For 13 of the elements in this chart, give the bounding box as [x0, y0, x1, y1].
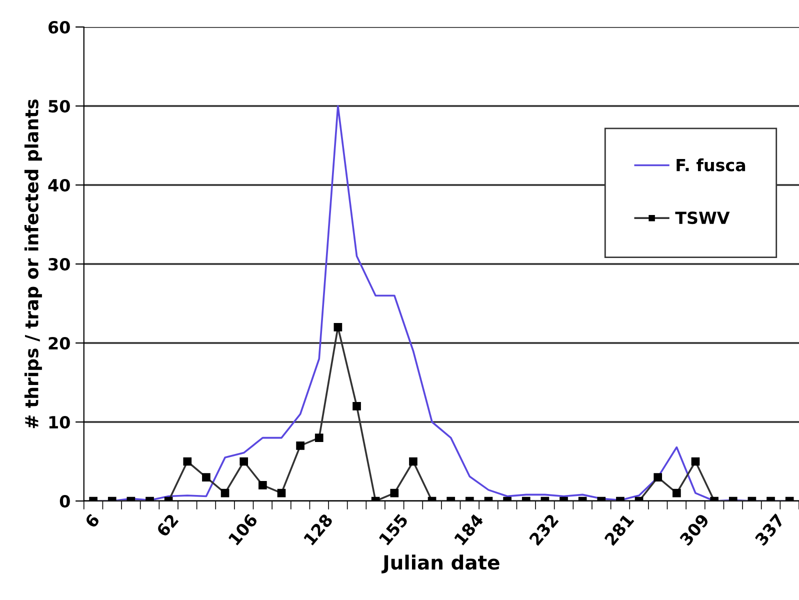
- y-tick-label: 30: [48, 258, 70, 271]
- y-tick-label: 10: [49, 416, 70, 429]
- y-tick-label: 0: [60, 494, 70, 508]
- legend-label: F. fusca: [676, 158, 746, 172]
- y-axis-title: # thrips / trap or infected plants: [24, 99, 42, 428]
- legend-label: TSWV: [675, 212, 730, 224]
- y-tick-label: 50: [48, 100, 70, 113]
- y-tick-label: 20: [48, 336, 70, 350]
- x-tick-label: 62: [156, 513, 179, 538]
- x-axis-title: Julian date: [382, 554, 500, 574]
- y-tick-label: 60: [48, 20, 70, 34]
- y-tick-label: 40: [48, 178, 70, 192]
- x-tick-label: 6: [84, 512, 100, 528]
